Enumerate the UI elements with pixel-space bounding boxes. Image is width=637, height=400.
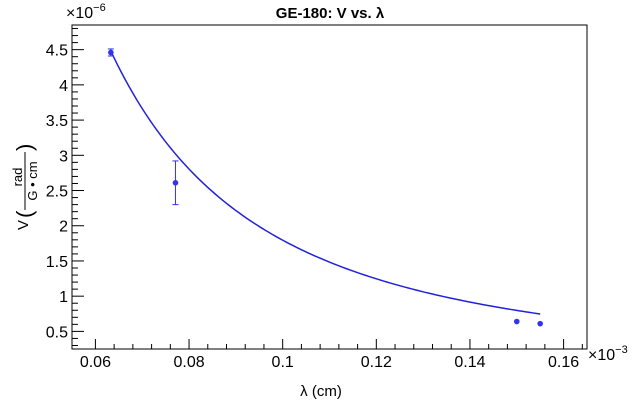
x-axis-label: λ (cm) bbox=[300, 383, 342, 400]
y-tick-label: 3.5 bbox=[46, 113, 68, 130]
point-marker bbox=[513, 318, 520, 325]
y-axis: 0.5 1 1.5 2 2.5 3 3.5 4 4.5 bbox=[46, 28, 84, 346]
x-axis: 0.06 0.08 0.1 0.12 0.14 0.16 bbox=[80, 339, 583, 371]
y-axis-label-open-paren: ( bbox=[12, 210, 37, 218]
y-axis-label: V ( rad G • cm ) bbox=[10, 144, 40, 230]
y-tick-label: 4 bbox=[59, 78, 68, 95]
data-points bbox=[107, 48, 543, 327]
y-axis-label-denominator: G • cm bbox=[25, 161, 40, 200]
chart-title: GE-180: V vs. λ bbox=[276, 5, 385, 22]
y-tick-label: 2.5 bbox=[46, 184, 68, 201]
x-tick-label: 0.1 bbox=[272, 354, 294, 371]
y-tick-label: 4.5 bbox=[46, 43, 68, 60]
y-multiplier: ×10−6 bbox=[66, 2, 106, 22]
data-point bbox=[513, 318, 520, 325]
plot-frame bbox=[71, 24, 588, 350]
x-tick-label: 0.12 bbox=[361, 354, 392, 371]
y-tick-label: 1.5 bbox=[46, 254, 68, 271]
point-marker bbox=[172, 179, 179, 186]
y-tick-label: 1 bbox=[59, 289, 68, 306]
x-tick-label: 0.16 bbox=[548, 354, 579, 371]
y-axis-label-numerator: rad bbox=[10, 168, 25, 187]
data-point bbox=[172, 160, 179, 206]
point-marker bbox=[537, 320, 543, 327]
y-tick-label: 0.5 bbox=[46, 324, 68, 341]
y-axis-label-close-paren: ) bbox=[12, 144, 37, 151]
data-point bbox=[107, 48, 114, 57]
data-point bbox=[537, 320, 543, 327]
fit-curve bbox=[110, 50, 541, 315]
x-tick-label: 0.08 bbox=[173, 354, 204, 371]
y-axis-label-prefix: V bbox=[15, 220, 32, 230]
x-tick-label: 0.06 bbox=[80, 354, 111, 371]
y-tick-label: 3 bbox=[59, 148, 68, 165]
x-multiplier: ×10−3 bbox=[588, 344, 628, 364]
y-tick-label: 2 bbox=[59, 219, 68, 236]
x-tick-label: 0.14 bbox=[454, 354, 485, 371]
point-marker bbox=[108, 49, 114, 56]
